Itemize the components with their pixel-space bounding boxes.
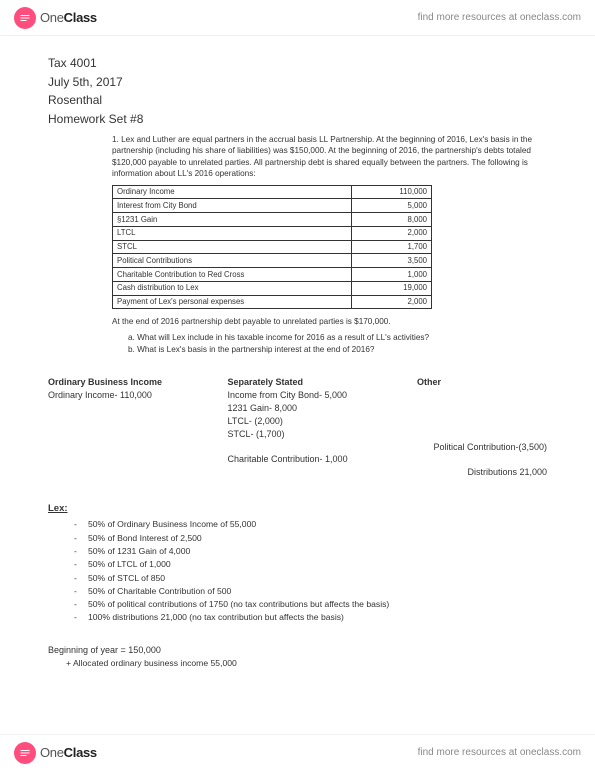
table-cell-label: §1231 Gain	[113, 213, 352, 227]
operations-table: Ordinary Income110,000Interest from City…	[112, 185, 432, 310]
table-cell-value: 2,000	[352, 226, 432, 240]
table-row: Political Contributions3,500	[113, 254, 432, 268]
doc-date: July 5th, 2017	[48, 73, 547, 92]
table-cell-label: STCL	[113, 240, 352, 254]
table-cell-label: Ordinary Income	[113, 185, 352, 199]
col-b-line-3: STCL- (1,700)	[228, 428, 408, 441]
col-other: Other Political Contribution-(3,500) Dis…	[417, 377, 547, 479]
table-row: Ordinary Income110,000	[113, 185, 432, 199]
col-c-political: Political Contribution-(3,500)	[417, 441, 547, 454]
table-cell-value: 110,000	[352, 185, 432, 199]
list-item: 50% of political contributions of 1750 (…	[74, 598, 547, 611]
table-cell-label: Cash distribution to Lex	[113, 281, 352, 295]
lex-list: 50% of Ordinary Business Income of 55,00…	[74, 518, 547, 625]
list-item: 50% of Bond Interest of 2,500	[74, 532, 547, 545]
footer-bar: OneClass find more resources at oneclass…	[0, 734, 595, 770]
three-columns: Ordinary Business Income Ordinary Income…	[48, 377, 547, 479]
header-tagline: find more resources at oneclass.com	[418, 12, 581, 23]
table-row: STCL1,700	[113, 240, 432, 254]
col-b-head: Separately Stated	[228, 377, 408, 387]
table-row: Payment of Lex's personal expenses2,000	[113, 295, 432, 309]
sub-question-b: b. What is Lex's basis in the partnershi…	[128, 344, 547, 355]
table-cell-value: 1,000	[352, 268, 432, 282]
logo-text: OneClass	[40, 10, 97, 25]
hw-title: Homework Set #8	[48, 110, 547, 129]
table-cell-value: 3,500	[352, 254, 432, 268]
course-code: Tax 4001	[48, 54, 547, 73]
list-item: 50% of Ordinary Business Income of 55,00…	[74, 518, 547, 531]
col-c-head: Other	[417, 377, 547, 387]
logo-icon	[14, 7, 36, 29]
table-row: Cash distribution to Lex19,000	[113, 281, 432, 295]
col-b-charitable: Charitable Contribution- 1,000	[228, 453, 408, 466]
question-text: Lex and Luther are equal partners in the…	[112, 135, 532, 177]
list-item: 100% distributions 21,000 (no tax contri…	[74, 611, 547, 624]
allocated-line: Allocated ordinary business income 55,00…	[66, 658, 547, 668]
beginning-year: Beginning of year = 150,000	[48, 645, 547, 655]
col-c-dist: Distributions 21,000	[417, 466, 547, 479]
footer-logo-icon	[14, 742, 36, 764]
col-a-line: Ordinary Income- 110,000	[48, 389, 218, 402]
col-a-head: Ordinary Business Income	[48, 377, 218, 387]
table-cell-label: Interest from City Bond	[113, 199, 352, 213]
list-item: 50% of LTCL of 1,000	[74, 558, 547, 571]
question-number: 1.	[112, 135, 119, 144]
table-cell-value: 8,000	[352, 213, 432, 227]
footer-logo: OneClass	[14, 742, 97, 764]
table-row: Interest from City Bond5,000	[113, 199, 432, 213]
table-cell-label: Payment of Lex's personal expenses	[113, 295, 352, 309]
page-content: Tax 4001 July 5th, 2017 Rosenthal Homewo…	[0, 36, 595, 708]
col-ordinary: Ordinary Business Income Ordinary Income…	[48, 377, 218, 479]
table-cell-value: 19,000	[352, 281, 432, 295]
table-row: LTCL2,000	[113, 226, 432, 240]
footer-logo-text: OneClass	[40, 745, 97, 760]
list-item: 50% of Charitable Contribution of 500	[74, 585, 547, 598]
lex-heading: Lex:	[48, 503, 547, 514]
col-b-line-2: LTCL- (2,000)	[228, 415, 408, 428]
col-b-line-0: Income from City Bond- 5,000	[228, 389, 408, 402]
table-cell-value: 2,000	[352, 295, 432, 309]
table-row: §1231 Gain8,000	[113, 213, 432, 227]
table-cell-label: Charitable Contribution to Red Cross	[113, 268, 352, 282]
list-item: 50% of 1231 Gain of 4,000	[74, 545, 547, 558]
author-name: Rosenthal	[48, 91, 547, 110]
header-bar: OneClass find more resources at oneclass…	[0, 0, 595, 36]
table-row: Charitable Contribution to Red Cross1,00…	[113, 268, 432, 282]
table-cell-value: 5,000	[352, 199, 432, 213]
sub-question-a: a. What will Lex include in his taxable …	[128, 332, 547, 343]
table-cell-label: Political Contributions	[113, 254, 352, 268]
logo: OneClass	[14, 7, 97, 29]
question-1: 1. Lex and Luther are equal partners in …	[112, 134, 547, 178]
after-table-note: At the end of 2016 partnership debt paya…	[112, 317, 547, 326]
table-cell-label: LTCL	[113, 226, 352, 240]
col-b-line-1: 1231 Gain- 8,000	[228, 402, 408, 415]
doc-heading: Tax 4001 July 5th, 2017 Rosenthal Homewo…	[48, 54, 547, 128]
col-separately: Separately Stated Income from City Bond-…	[228, 377, 408, 479]
table-cell-value: 1,700	[352, 240, 432, 254]
footer-tagline: find more resources at oneclass.com	[418, 747, 581, 758]
list-item: 50% of STCL of 850	[74, 572, 547, 585]
